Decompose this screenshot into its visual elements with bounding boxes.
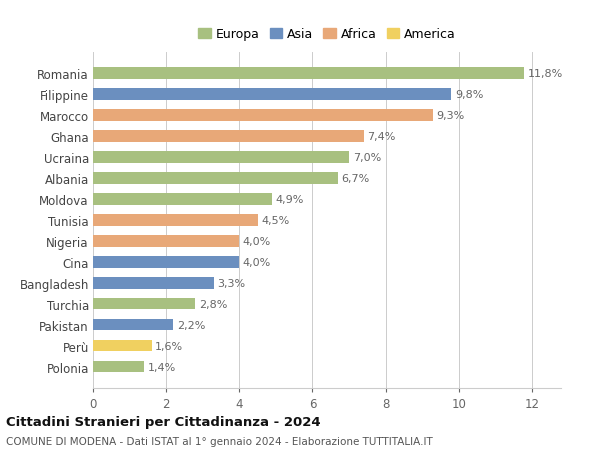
Text: Cittadini Stranieri per Cittadinanza - 2024: Cittadini Stranieri per Cittadinanza - 2… bbox=[6, 415, 320, 428]
Bar bbox=[93, 152, 349, 163]
Text: 11,8%: 11,8% bbox=[528, 69, 563, 79]
Bar bbox=[93, 235, 239, 247]
Text: 2,2%: 2,2% bbox=[177, 320, 205, 330]
Bar bbox=[93, 194, 272, 205]
Bar bbox=[93, 277, 214, 289]
Legend: Europa, Asia, Africa, America: Europa, Asia, Africa, America bbox=[196, 26, 458, 44]
Text: 4,0%: 4,0% bbox=[243, 257, 271, 267]
Text: 9,8%: 9,8% bbox=[455, 90, 484, 100]
Bar bbox=[93, 214, 257, 226]
Text: 7,4%: 7,4% bbox=[367, 132, 395, 141]
Bar bbox=[93, 89, 451, 101]
Bar bbox=[93, 319, 173, 331]
Text: 9,3%: 9,3% bbox=[437, 111, 465, 121]
Bar bbox=[93, 131, 364, 142]
Bar bbox=[93, 110, 433, 121]
Bar bbox=[93, 340, 151, 352]
Text: 3,3%: 3,3% bbox=[217, 278, 245, 288]
Text: 7,0%: 7,0% bbox=[353, 152, 381, 162]
Bar bbox=[93, 361, 144, 373]
Bar bbox=[93, 173, 338, 184]
Text: 1,6%: 1,6% bbox=[155, 341, 183, 351]
Bar bbox=[93, 257, 239, 268]
Text: 4,9%: 4,9% bbox=[276, 195, 304, 204]
Bar bbox=[93, 68, 524, 79]
Text: 4,0%: 4,0% bbox=[243, 236, 271, 246]
Bar bbox=[93, 298, 196, 310]
Text: 6,7%: 6,7% bbox=[341, 174, 370, 184]
Text: COMUNE DI MODENA - Dati ISTAT al 1° gennaio 2024 - Elaborazione TUTTITALIA.IT: COMUNE DI MODENA - Dati ISTAT al 1° genn… bbox=[6, 436, 433, 446]
Text: 4,5%: 4,5% bbox=[261, 215, 289, 225]
Text: 1,4%: 1,4% bbox=[148, 362, 176, 372]
Text: 2,8%: 2,8% bbox=[199, 299, 227, 309]
